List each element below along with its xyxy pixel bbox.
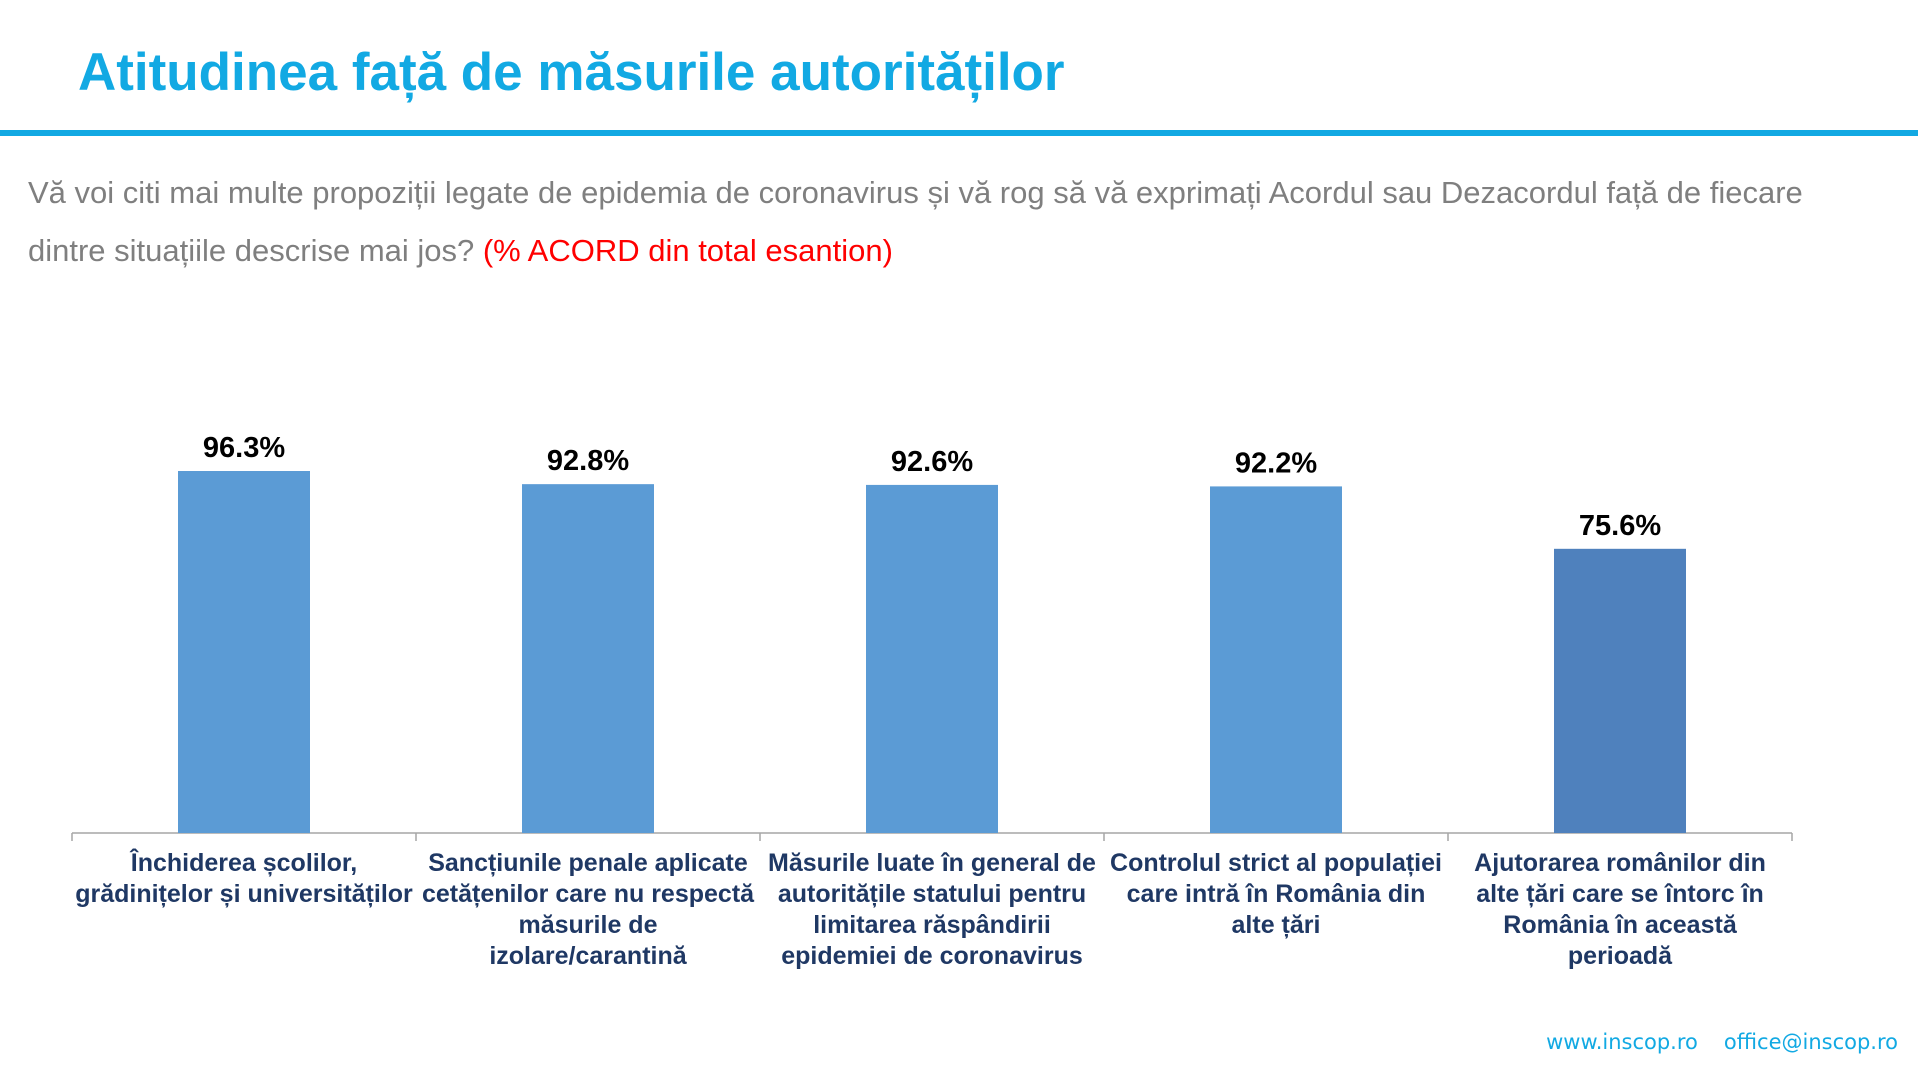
bar-value-label: 96.3%	[203, 432, 285, 464]
category-label: Măsurile luate în general de autoritățil…	[768, 849, 1096, 970]
bar	[178, 471, 310, 833]
footer: www.inscop.ro office@inscop.ro	[1546, 1030, 1898, 1054]
category-label: Sancțiunile penale aplicate cetățenilor …	[421, 849, 755, 970]
bar	[1210, 486, 1342, 833]
bar-value-label: 75.6%	[1579, 510, 1661, 542]
question-highlight: (% ACORD din total esantion)	[482, 233, 893, 268]
question-text: Vă voi citi mai multe propoziții legate …	[28, 164, 1868, 280]
footer-website-link[interactable]: www.inscop.ro	[1546, 1030, 1698, 1054]
bar	[866, 484, 998, 833]
page-title: Atitudinea față de măsurile autoritățilo…	[78, 43, 1065, 102]
title-divider	[0, 130, 1918, 136]
bar-value-label: 92.8%	[547, 445, 629, 477]
bar-value-label: 92.6%	[891, 446, 973, 478]
category-label: Controlul strict al populației care intr…	[1110, 849, 1442, 939]
bar	[522, 484, 654, 833]
category-label: Închiderea școlilor, grădinițelor și uni…	[75, 849, 413, 908]
bar-value-label: 92.2%	[1235, 447, 1317, 479]
footer-email-link[interactable]: office@inscop.ro	[1723, 1030, 1898, 1054]
bar	[1554, 548, 1686, 833]
question-body: Vă voi citi mai multe propoziții legate …	[28, 175, 1803, 268]
category-label: Ajutorarea românilor din alte țări care …	[1474, 849, 1766, 970]
